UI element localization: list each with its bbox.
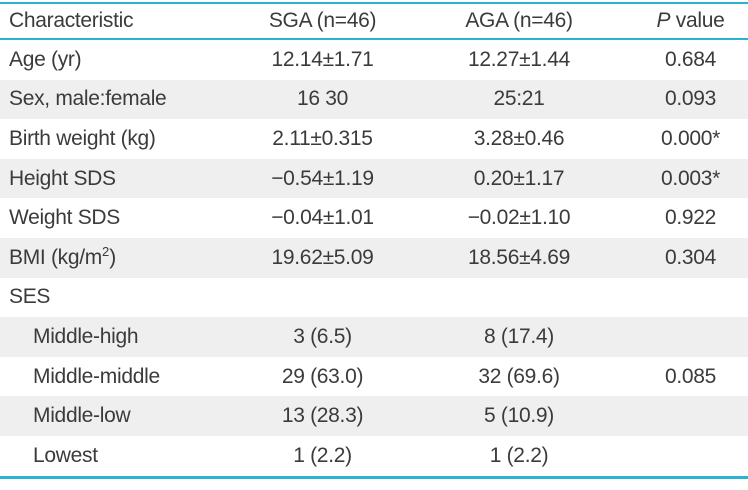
sga-cell: 19.62±5.09 (271, 245, 374, 269)
header-sga: SGA (n=46) (268, 9, 377, 32)
characteristic-cell: Age (yr) (9, 47, 82, 71)
sga-cell: 3 (6.5) (293, 324, 352, 348)
aga-cell: 18.56±4.69 (468, 245, 570, 269)
sga-cell: 12.14±1.71 (271, 47, 374, 71)
characteristic-cell: Weight SDS (9, 206, 120, 230)
header-characteristic: Characteristic (9, 9, 134, 32)
characteristic-cell: Middle-middle (33, 364, 160, 388)
aga-cell: 0.20±1.17 (473, 166, 565, 190)
aga-cell: 5 (10.9) (484, 404, 554, 428)
table-row: Middle-high 3 (6.5) 8 (17.4) (0, 317, 748, 357)
table-row: SES (0, 277, 748, 318)
sga-cell: 13 (28.3) (281, 404, 364, 428)
aga-cell: −0.02±1.10 (467, 206, 571, 230)
p-value-rest: value (670, 9, 725, 32)
table-row: Weight SDS −0.04±1.01 −0.02±1.10 0.922 (0, 198, 748, 238)
header-p-value: P value (633, 9, 748, 33)
table-row: Middle-middle 29 (63.0) 32 (69.6) 0.085 (0, 356, 748, 397)
table-bottom-rule (0, 475, 748, 479)
table-row: Lowest 1 (2.2) 1 (2.2) (0, 435, 748, 476)
aga-cell: 25:21 (493, 87, 545, 111)
p-cell: 0.093 (664, 87, 717, 111)
table-row: Age (yr) 12.14±1.71 12.27±1.44 0.684 (0, 40, 748, 80)
aga-cell: 12.27±1.44 (468, 47, 570, 71)
characteristic-cell: Height SDS (9, 166, 116, 190)
sga-cell: 1 (2.2) (293, 443, 352, 467)
characteristic-cell: Middle-high (33, 324, 139, 348)
characteristic-cell: Middle-low (33, 404, 131, 428)
sga-cell: 16 30 (296, 87, 349, 111)
table-header-row: Characteristic SGA (n=46) AGA (n=46) P v… (0, 4, 748, 40)
p-cell: 0.304 (664, 245, 717, 269)
aga-cell: 3.28±0.46 (473, 126, 565, 150)
aga-cell: 1 (2.2) (489, 443, 549, 467)
sga-cell: 29 (63.0) (281, 364, 364, 388)
p-cell: 0.684 (664, 47, 717, 71)
table-row: Birth weight (kg) 2.11±0.315 3.28±0.46 0.00… (0, 119, 748, 159)
table-row: Height SDS −0.54±1.19 0.20±1.17 0.003* (0, 158, 748, 199)
characteristic-cell: Birth weight (kg) (9, 126, 156, 150)
characteristic-cell: SES (9, 285, 51, 309)
table-row: Middle-low 13 (28.3) 5 (10.9) (0, 396, 748, 436)
characteristic-cell: Sex, male:female (9, 87, 167, 111)
table-row: BMI (kg/m2) 19.62±5.09 18.56±4.69 0.304 (0, 237, 748, 278)
p-value-italic-p: P (656, 9, 671, 32)
header-aga: AGA (n=46) (465, 9, 573, 32)
p-cell: 0.000* (661, 126, 720, 150)
table-top-rule (0, 2, 748, 4)
p-cell: 0.003* (661, 166, 720, 190)
sga-cell: −0.04±1.01 (271, 206, 374, 230)
sga-cell: 2.11±0.315 (272, 126, 373, 150)
aga-cell: 8 (17.4) (484, 324, 554, 348)
aga-cell: 32 (69.6) (478, 364, 560, 388)
sga-cell: −0.54±1.19 (271, 166, 374, 190)
table-row: Sex, male:female 16 30 25:21 0.093 (0, 79, 748, 120)
p-cell: 0.922 (664, 206, 717, 230)
table-body: Age (yr) 12.14±1.71 12.27±1.44 0.684 Sex, ma… (0, 40, 748, 476)
characteristic-cell: Lowest (33, 443, 98, 467)
p-cell: 0.085 (664, 364, 717, 388)
characteristic-cell: BMI (kg/m2) (9, 245, 116, 269)
superscript: 2 (101, 245, 110, 259)
